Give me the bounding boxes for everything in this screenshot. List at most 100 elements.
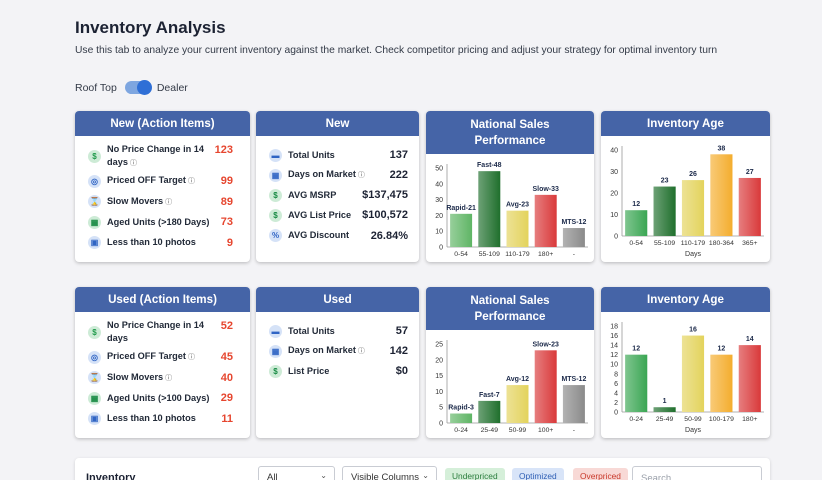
bar [450, 413, 473, 423]
y-tick-label: 15 [435, 373, 443, 380]
y-tick-label: 0 [614, 234, 618, 241]
scope-toggle[interactable] [124, 80, 152, 95]
item-value: 89 [220, 195, 233, 208]
bar-data-label: 38 [718, 145, 726, 152]
y-tick-label: 40 [610, 148, 618, 155]
info-icon: ⓘ [357, 348, 365, 355]
used-summary-card: Used ▬ Total Units 57 ▦ Days on Market ⓘ … [256, 287, 419, 438]
bar [625, 210, 648, 236]
item-label: Total Units [288, 149, 335, 160]
item-value: $137,475 [362, 189, 408, 201]
item-value: 142 [389, 345, 408, 357]
new-summary-card: New ▬ Total Units 137 ▦ Days on Market ⓘ … [256, 111, 419, 262]
item-label: Days on Market ⓘ [288, 169, 365, 179]
photo-icon: ▣ [88, 236, 101, 249]
truck-icon: ▬ [269, 324, 282, 338]
action-item-no-price-change[interactable]: $ No Price Change in 14 days ⓘ 123 [75, 141, 250, 171]
item-value: $0 [395, 365, 408, 377]
new-action-items-card: New (Action Items) $ No Price Change in … [75, 111, 250, 262]
calendar-icon: ▦ [269, 168, 282, 182]
dollar-icon: $ [269, 188, 282, 202]
used-sales-performance-card: National Sales Performance 0 5 10 15 20 25 Rap… [426, 287, 594, 438]
bar-data-label: 14 [746, 336, 754, 343]
item-value: 52 [220, 320, 233, 332]
action-item-photos[interactable]: ▣ Less than 10 photos 11 [75, 408, 250, 429]
x-axis-label: Days [685, 427, 701, 434]
x-tick-label: - [573, 427, 575, 434]
dollar-icon: $ [88, 149, 101, 163]
y-tick-label: 12 [610, 352, 618, 359]
bar-data-label: Rapid-3 [448, 405, 474, 412]
summary-avg-list-price: $ AVG List Price $100,572 [256, 205, 419, 225]
action-item-priced-off-target[interactable]: ◎ Priced OFF Target ⓘ 45 [75, 347, 250, 367]
search-input[interactable]: Search [632, 466, 762, 480]
action-item-photos[interactable]: ▣ Less than 10 photos 9 [75, 232, 250, 253]
item-label: Less than 10 photos [107, 237, 196, 247]
action-item-aged-units[interactable]: ▦ Aged Units (>180 Days) 73 [75, 212, 250, 232]
bar [534, 350, 557, 423]
filter-select[interactable]: All ⌄ [258, 466, 335, 480]
chevron-down-icon: ⌄ [320, 471, 327, 480]
summary-days-on-market: ▦ Days on Market ⓘ 142 [256, 341, 419, 361]
x-tick-label: 25-49 [481, 427, 499, 434]
bar-data-label: 12 [718, 346, 726, 353]
inventory-title: Inventory [86, 472, 136, 480]
y-tick-label: 4 [614, 390, 618, 397]
bar-data-label: 16 [689, 327, 697, 334]
card-title: Inventory Age [601, 111, 770, 136]
y-tick-label: 10 [610, 212, 618, 219]
summary-total-units: ▬ Total Units 57 [256, 321, 419, 341]
y-tick-label: 0 [614, 410, 618, 417]
y-tick-label: 30 [435, 197, 443, 204]
card-title: Used [256, 287, 419, 312]
scope-toggle-row: Roof Top Dealer [75, 80, 188, 95]
x-tick-label: 180-364 [709, 240, 734, 247]
bar-data-label: Slow-23 [532, 341, 559, 348]
toggle-left-label: Roof Top [75, 81, 117, 94]
y-tick-label: 6 [614, 381, 618, 388]
item-value: 99 [220, 175, 233, 187]
bar [450, 213, 473, 247]
x-tick-label: 365+ [742, 240, 757, 247]
photo-icon: ▣ [88, 412, 101, 425]
action-item-slow-movers[interactable]: ⌛ Slow Movers ⓘ 89 [75, 191, 250, 212]
item-value: 40 [220, 371, 233, 384]
item-label: Total Units [288, 325, 335, 336]
target-icon: ◎ [88, 174, 101, 188]
y-tick-label: 20 [610, 191, 618, 198]
bar-data-label: Slow-33 [532, 186, 559, 193]
visible-columns-select[interactable]: Visible Columns ⌄ [342, 466, 437, 480]
item-label: AVG List Price [288, 209, 352, 220]
bar-data-label: 12 [632, 346, 640, 353]
bar [478, 171, 501, 247]
toggle-knob[interactable] [136, 80, 152, 95]
x-tick-label: 0-54 [629, 240, 643, 247]
action-item-aged-units[interactable]: ▦ Aged Units (>100 Days) 29 [75, 388, 250, 408]
action-items-list: $ No Price Change in 14 days ⓘ 123 ◎ Price… [75, 136, 250, 253]
page-title: Inventory Analysis [75, 18, 226, 37]
info-icon: ⓘ [357, 172, 365, 179]
card-title: National Sales Performance [426, 287, 594, 330]
info-icon: ⓘ [187, 178, 195, 185]
item-label: Aged Units (>180 Days) [107, 216, 210, 227]
bar [653, 186, 676, 236]
x-tick-label: 0-24 [629, 416, 643, 423]
x-tick-label: - [573, 251, 575, 258]
item-value: 123 [214, 144, 233, 156]
chip-optimized[interactable]: Optimized [512, 468, 564, 480]
action-items-list: $ No Price Change in 14 days 52 ◎ Priced … [75, 312, 250, 429]
card-title: New [256, 111, 419, 136]
y-tick-label: 0 [439, 245, 443, 252]
y-tick-label: 10 [435, 389, 443, 396]
action-item-no-price-change[interactable]: $ No Price Change in 14 days 52 [75, 317, 250, 347]
chip-underpriced[interactable]: Underpriced [445, 468, 505, 480]
dollar-icon: $ [88, 325, 101, 339]
x-tick-label: 25-49 [656, 416, 674, 423]
page-subtitle: Use this tab to analyze your current inv… [75, 45, 718, 56]
y-tick-label: 25 [435, 342, 443, 349]
item-value: 57 [395, 325, 408, 337]
chip-overpriced[interactable]: Overpriced [573, 468, 628, 480]
action-item-slow-movers[interactable]: ⌛ Slow Movers ⓘ 40 [75, 367, 250, 388]
action-item-priced-off-target[interactable]: ◎ Priced OFF Target ⓘ 99 [75, 171, 250, 191]
